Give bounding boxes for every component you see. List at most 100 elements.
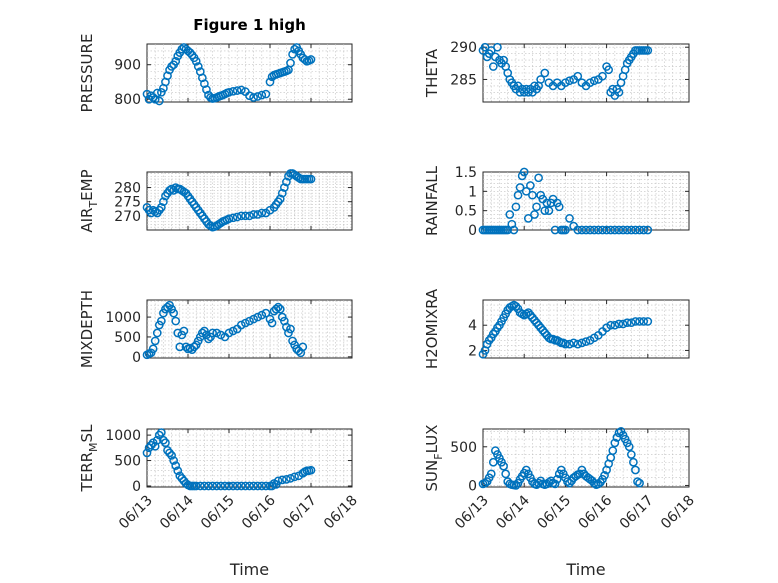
pressure-data-point	[306, 55, 316, 64]
mixdepth-data-point	[157, 316, 166, 326]
terr_msl-data-point	[204, 481, 213, 491]
rainfall-series	[478, 167, 653, 235]
h2omixra-data-point	[532, 318, 541, 328]
air_temp-series	[142, 169, 316, 232]
rainfall-data-point	[610, 225, 620, 235]
sun_flux-xtick-label: 06/17	[617, 493, 657, 533]
terr_msl-data-point	[159, 435, 168, 445]
rainfall-data-point	[542, 198, 552, 208]
h2omixra-ylabel: H2OMIXRA	[423, 288, 441, 369]
air_temp-data-point	[206, 221, 215, 231]
h2omixra-data-point	[577, 338, 587, 348]
h2omixra-data-point	[538, 325, 548, 335]
h2omixra-data-point	[639, 317, 649, 326]
terr_msl-data-point	[167, 451, 176, 460]
rainfall-data-point	[521, 186, 531, 196]
theta-data-point	[561, 78, 570, 88]
h2omixra-data-point	[528, 313, 537, 323]
mixdepth-data-point	[175, 342, 185, 352]
sun_flux-data-point	[624, 442, 634, 452]
mixdepth-data-point	[249, 314, 258, 324]
h2omixra-data-point	[511, 301, 521, 311]
panel-pressure: 800 900 PRESSURE Figure 1 high	[78, 16, 353, 113]
terr_msl-data-point	[273, 476, 283, 486]
terr_msl-data-point	[173, 466, 183, 476]
mixdepth-data-point	[253, 312, 263, 322]
theta-data-point	[643, 46, 653, 55]
mixdepth-series	[142, 300, 308, 360]
theta-series	[478, 42, 653, 100]
terr_msl-data-point	[152, 435, 162, 445]
rainfall-data-point	[618, 225, 628, 235]
pressure-data-point	[185, 48, 195, 57]
h2omixra-data-point	[540, 328, 550, 338]
air_temp-data-point	[275, 194, 285, 204]
terr_msl-data-point	[220, 481, 230, 491]
theta-data-point	[488, 62, 498, 71]
sun_flux-xtick-label: 06/18	[658, 493, 698, 533]
air_temp-data-point	[253, 210, 263, 219]
rainfall-data-point	[643, 225, 653, 235]
mixdepth-data-point	[189, 342, 199, 352]
terr_msl-data-point	[282, 475, 291, 484]
h2omixra-ytick-label: 2	[468, 343, 477, 359]
sun_flux-data-point	[480, 478, 490, 488]
h2omixra-data-point	[614, 319, 624, 329]
rainfall-ylabel: RAINFALL	[423, 165, 441, 236]
pressure-data-point	[261, 89, 271, 99]
h2omixra-data-point	[618, 319, 628, 329]
sun_flux-xtick-label: 06/13	[452, 493, 492, 533]
sun_flux-xtick-label: 06/15	[534, 493, 574, 533]
sun_flux-data-point	[552, 474, 562, 484]
terr_msl-data-point	[216, 481, 226, 491]
terr_msl-grid	[147, 429, 352, 487]
terr_msl-data-point	[208, 481, 217, 491]
terr_msl-data-point	[245, 481, 254, 491]
air_temp-data-point	[232, 212, 242, 222]
theta-data-point	[493, 42, 502, 52]
sun_flux-ytick-label: 500	[450, 440, 477, 456]
mixdepth-data-point	[163, 302, 172, 312]
h2omixra-data-point	[536, 323, 546, 333]
air_temp-data-point	[236, 211, 246, 221]
mixdepth-data-point	[224, 328, 234, 338]
terr_msl-xtick-label: 06/16	[239, 492, 279, 532]
terr_msl-ytick-label: 500	[114, 454, 141, 470]
terr_msl-xtick-label: 06/15	[198, 493, 238, 533]
rainfall-data-point	[561, 225, 570, 235]
theta-data-point	[540, 68, 550, 78]
pressure-data-point	[245, 91, 254, 101]
terr_msl-data-point	[261, 481, 271, 491]
mixdepth-ytick-label: 500	[114, 330, 141, 346]
terr_msl-data-point	[169, 456, 178, 465]
pressure-ylabel: PRESSURE	[78, 34, 96, 113]
rainfall-data-point	[565, 214, 574, 223]
terr_msl-xtick-label: 06/13	[116, 493, 156, 533]
sun_flux-data-point	[608, 446, 618, 456]
theta-ylabel: THETA	[423, 48, 441, 98]
air_temp-data-point	[249, 210, 258, 219]
theta-ytick-label: 285	[450, 72, 477, 88]
theta-ytick-label: 290	[450, 40, 477, 56]
rainfall-data-point	[585, 225, 595, 235]
sun_flux-data-point	[501, 469, 511, 479]
rainfall-ytick-label: 0.5	[455, 204, 477, 220]
terr_msl-data-point	[200, 481, 209, 491]
air_temp-ytick-label: 275	[114, 195, 141, 211]
terr_msl-data-point	[191, 481, 201, 491]
rainfall-data-point	[550, 225, 560, 235]
air_temp-data-point	[159, 197, 168, 207]
rainfall-ytick-label: 1.5	[455, 165, 477, 181]
mixdepth-data-point	[241, 318, 250, 328]
sun_flux-series	[478, 426, 644, 490]
mixdepth-data-point	[286, 324, 295, 334]
pressure-data-point	[232, 86, 242, 95]
terr_msl-ytick-label: 0	[132, 479, 141, 495]
rainfall-ytick-label: 1	[468, 184, 477, 200]
rainfall-data-point	[577, 225, 587, 235]
h2omixra-data-point	[635, 317, 644, 326]
panel-mixdepth: 0 500 1000 MIXDEPTH	[78, 290, 353, 368]
pressure-data-point	[253, 92, 263, 101]
rainfall-data-point	[631, 225, 640, 235]
h2omixra-data-point	[610, 320, 620, 330]
